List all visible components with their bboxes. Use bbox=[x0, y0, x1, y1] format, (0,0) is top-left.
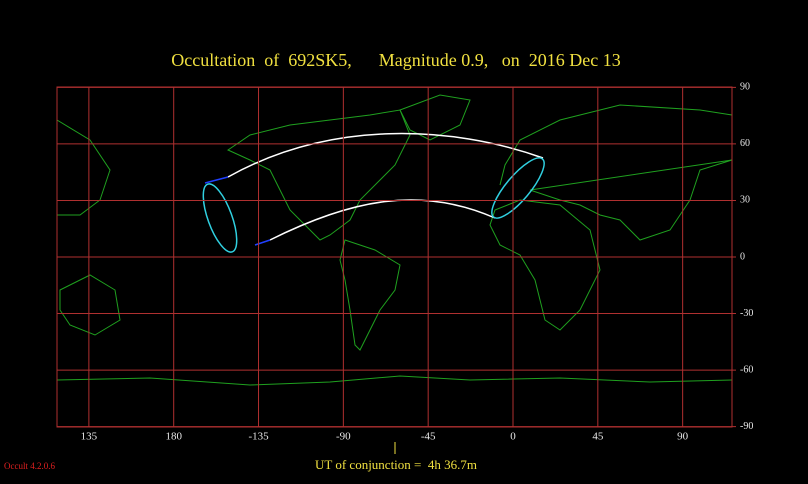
x-tick-label: 0 bbox=[510, 431, 516, 443]
coastlines bbox=[56, 94, 733, 386]
x-tick-label: -135 bbox=[248, 431, 269, 443]
y-tick-label: -60 bbox=[740, 364, 753, 375]
x-tick-label: 90 bbox=[677, 431, 689, 443]
conjunction-label: UT of conjunction = 4h 36.7m bbox=[315, 457, 477, 472]
occultation-path bbox=[202, 132, 545, 253]
x-tick-label: 45 bbox=[592, 431, 604, 443]
x-tick-label: -45 bbox=[421, 431, 436, 443]
x-tick-label: 180 bbox=[165, 431, 182, 443]
x-tick-label: -90 bbox=[336, 431, 351, 443]
y-tick-label: 30 bbox=[740, 195, 750, 206]
y-tick-label: -90 bbox=[740, 421, 753, 432]
y-tick-label: 60 bbox=[740, 138, 750, 149]
y-tick-label: -30 bbox=[740, 308, 753, 319]
y-tick-label: 0 bbox=[740, 251, 745, 262]
map-title: Occultation of 692SK5, Magnitude 0.9, on… bbox=[171, 50, 620, 70]
version-label: Occult 4.2.0.6 bbox=[4, 461, 55, 471]
y-tick-label: 90 bbox=[740, 82, 750, 93]
x-tick-label: 135 bbox=[81, 431, 98, 443]
